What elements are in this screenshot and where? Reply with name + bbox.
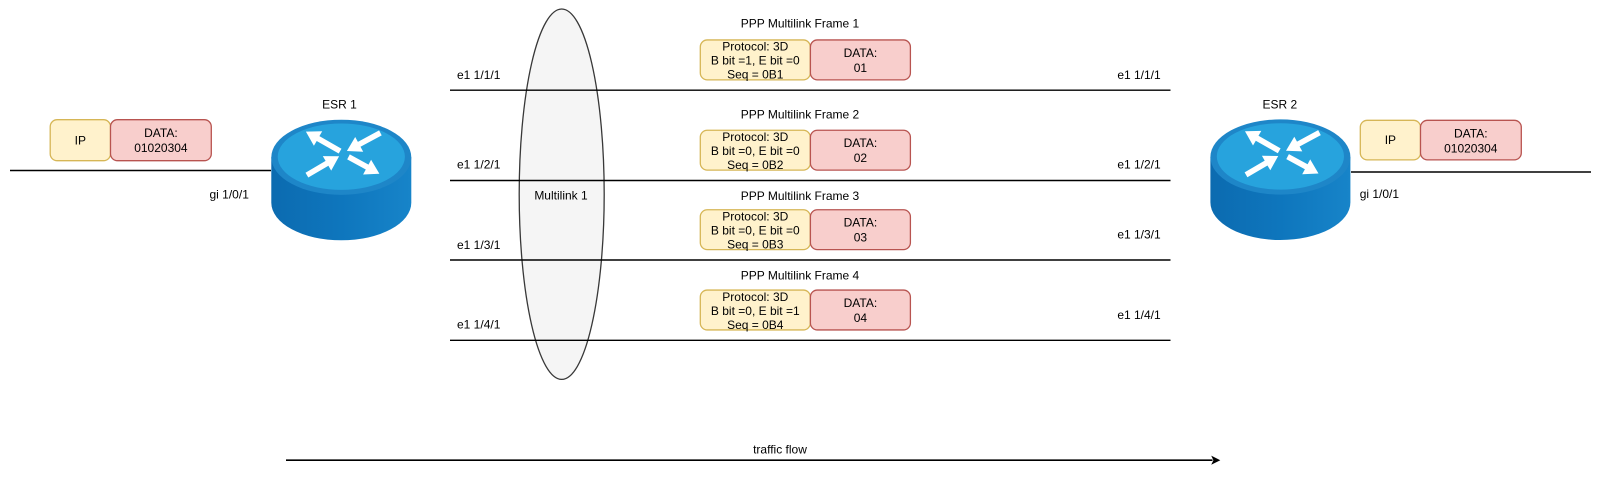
svg-text:IP: IP [1385,133,1396,147]
svg-text:01020304: 01020304 [1444,142,1498,156]
svg-text:e1 1/3/1: e1 1/3/1 [457,238,501,252]
svg-text:Protocol: 3D: Protocol: 3D [722,290,788,304]
svg-text:e1 1/2/1: e1 1/2/1 [1117,158,1161,172]
svg-text:traffic flow: traffic flow [753,443,807,457]
svg-text:B bit =0, E bit =1: B bit =0, E bit =1 [711,304,800,318]
svg-text:Seq = 0B4: Seq = 0B4 [727,318,784,332]
svg-text:Protocol: 3D: Protocol: 3D [722,40,788,54]
svg-text:e1 1/1/1: e1 1/1/1 [457,68,501,82]
svg-text:DATA:: DATA: [844,46,878,60]
svg-text:01020304: 01020304 [134,141,188,155]
svg-text:04: 04 [854,311,868,325]
svg-text:B bit =0, E bit =0: B bit =0, E bit =0 [711,144,800,158]
svg-text:Protocol: 3D: Protocol: 3D [722,209,788,223]
svg-text:e1 1/4/1: e1 1/4/1 [457,318,501,332]
svg-text:01: 01 [854,61,868,75]
svg-text:ESR 2: ESR 2 [1262,98,1297,112]
svg-text:DATA:: DATA: [844,296,878,310]
svg-text:B bit =0, E bit =0: B bit =0, E bit =0 [711,223,800,237]
svg-text:ESR 1: ESR 1 [322,97,357,111]
svg-text:B bit =1, E bit =0: B bit =1, E bit =0 [711,54,800,68]
svg-text:DATA:: DATA: [844,216,878,230]
svg-text:gi 1/0/1: gi 1/0/1 [210,188,250,202]
svg-text:DATA:: DATA: [1454,127,1488,141]
svg-text:PPP Multilink Frame 3: PPP Multilink Frame 3 [741,189,860,203]
svg-text:e1 1/4/1: e1 1/4/1 [1117,308,1161,322]
svg-text:PPP Multilink Frame 2: PPP Multilink Frame 2 [741,108,860,122]
svg-text:IP: IP [75,134,86,148]
svg-text:PPP Multilink Frame 4: PPP Multilink Frame 4 [741,269,860,283]
svg-text:Multilink 1: Multilink 1 [534,189,588,203]
svg-text:gi 1/0/1: gi 1/0/1 [1360,187,1400,201]
svg-text:e1 1/3/1: e1 1/3/1 [1117,227,1161,241]
svg-text:02: 02 [854,151,868,165]
svg-text:Seq = 0B1: Seq = 0B1 [727,68,784,82]
svg-text:03: 03 [854,231,868,245]
svg-text:DATA:: DATA: [844,136,878,150]
svg-text:DATA:: DATA: [144,126,178,140]
svg-text:Protocol: 3D: Protocol: 3D [722,130,788,144]
svg-text:PPP Multilink Frame 1: PPP Multilink Frame 1 [741,17,860,31]
svg-text:Seq = 0B2: Seq = 0B2 [727,158,784,172]
svg-text:e1 1/1/1: e1 1/1/1 [1117,68,1161,82]
svg-text:e1 1/2/1: e1 1/2/1 [457,158,501,172]
svg-text:Seq = 0B3: Seq = 0B3 [727,237,784,251]
